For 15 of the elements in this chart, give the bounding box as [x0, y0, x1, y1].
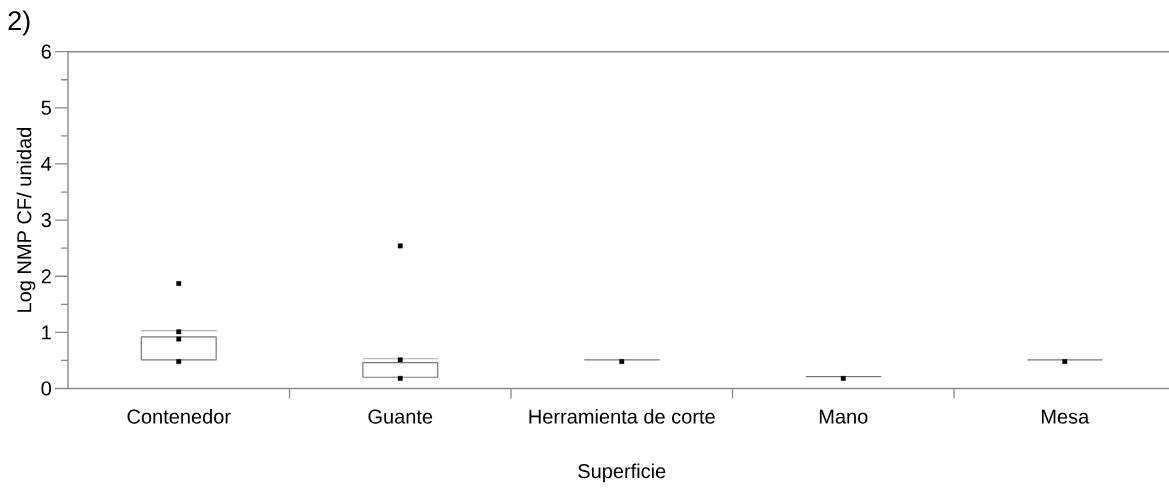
x-axis-title: Superficie — [578, 463, 666, 483]
y-tick-label: 0 — [41, 381, 52, 396]
y-tick-label: 1 — [42, 325, 51, 340]
y-tick-label: 2 — [41, 269, 51, 284]
x-tick-label: Mano — [819, 409, 868, 424]
chart-title: 2) — [8, 10, 30, 36]
y-tick-label: 5 — [41, 100, 51, 115]
y-tick-label: 3 — [41, 213, 51, 228]
y-tick-label: 6 — [41, 44, 51, 59]
x-tick-label: Contenedor — [127, 409, 231, 424]
y-tick-label: 4 — [41, 157, 52, 171]
y-axis-title: Log NMP CF/ unidad — [16, 128, 36, 312]
x-tick-label: Herramienta de corte — [529, 409, 715, 424]
x-tick-label: Guante — [368, 409, 433, 424]
x-tick-label: Mesa — [1041, 409, 1090, 424]
